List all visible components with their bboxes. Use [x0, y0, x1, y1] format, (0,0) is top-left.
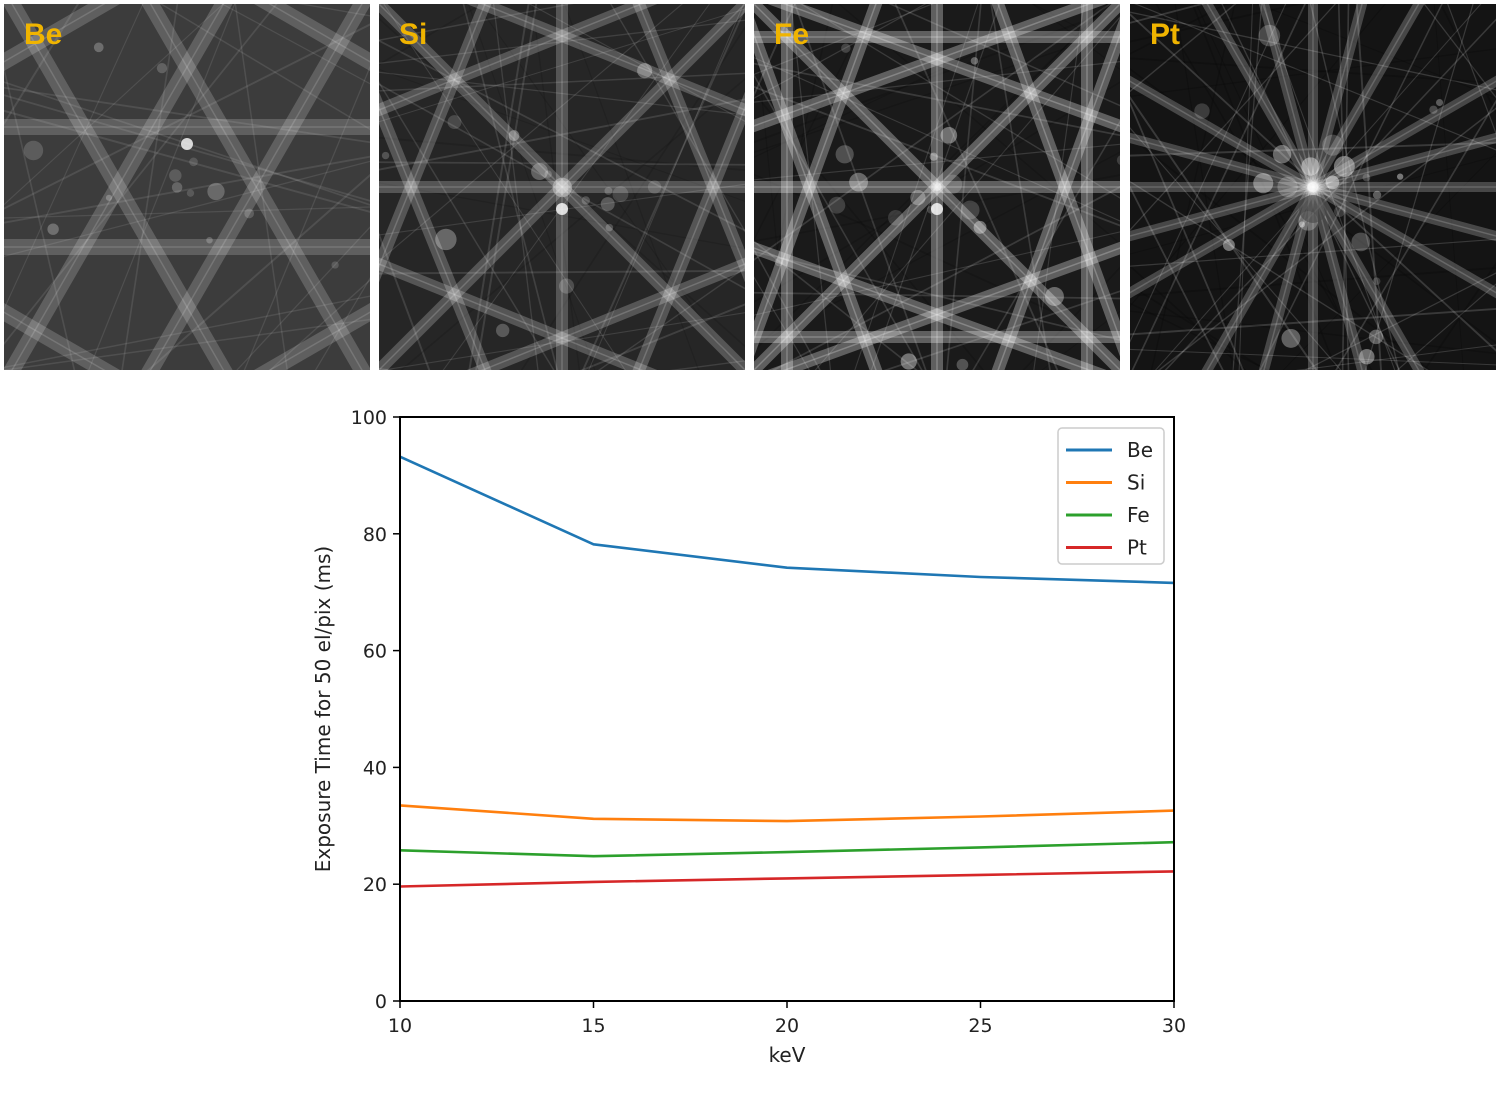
- x-tick-label: 25: [968, 1015, 992, 1037]
- series-line-be: [400, 455, 1174, 585]
- kikuchi-pattern-image: [4, 4, 370, 370]
- x-axis-title: keV: [769, 1043, 806, 1067]
- panel-label-fe: Fe: [774, 18, 810, 51]
- y-tick-label: 100: [351, 407, 387, 429]
- x-tick-label: 30: [1162, 1015, 1186, 1037]
- legend-label-pt: Pt: [1127, 536, 1147, 560]
- x-tick-label: 15: [581, 1015, 605, 1037]
- panel-label-pt: Pt: [1150, 18, 1180, 51]
- series-line-si: [400, 804, 1174, 823]
- pattern-content: [4, 4, 370, 370]
- exposure-time-chart: 10 15 20 25 30 0 20 40 60 80 100 keV Exposure Time f…: [311, 407, 1186, 1067]
- series-line-fe: [400, 840, 1174, 858]
- series-line-pt: [400, 870, 1174, 888]
- y-tick-label: 20: [363, 874, 387, 896]
- x-tick-label: 20: [775, 1015, 799, 1037]
- pattern-panel-si: Si: [379, 4, 745, 370]
- pattern-content: [379, 4, 745, 370]
- y-tick-label: 80: [363, 524, 387, 546]
- legend-label-si: Si: [1127, 471, 1145, 495]
- panel-label-si: Si: [399, 18, 428, 51]
- x-tick-label: 10: [388, 1015, 412, 1037]
- y-axis-title: Exposure Time for 50 el/pix (ms): [311, 546, 335, 872]
- kikuchi-pattern-image: [379, 4, 745, 370]
- legend: Be Si Fe Pt: [1057, 427, 1165, 565]
- pattern-content: [754, 4, 1120, 370]
- legend-label-fe: Fe: [1127, 503, 1150, 527]
- pattern-panel-fe: Fe: [754, 4, 1120, 370]
- series-group: [400, 455, 1174, 888]
- y-tick-label: 60: [363, 641, 387, 663]
- legend-label-be: Be: [1127, 438, 1153, 462]
- pattern-panel-be: Be: [4, 4, 370, 370]
- y-tick-label: 40: [363, 757, 387, 779]
- pattern-content: [1130, 4, 1496, 370]
- legend-box: [1057, 427, 1165, 565]
- kikuchi-pattern-image: [1130, 4, 1496, 370]
- panel-label-be: Be: [24, 18, 63, 51]
- pattern-panel-pt: Pt: [1130, 4, 1496, 370]
- y-tick-label: 0: [375, 991, 387, 1013]
- kikuchi-pattern-image: [754, 4, 1120, 370]
